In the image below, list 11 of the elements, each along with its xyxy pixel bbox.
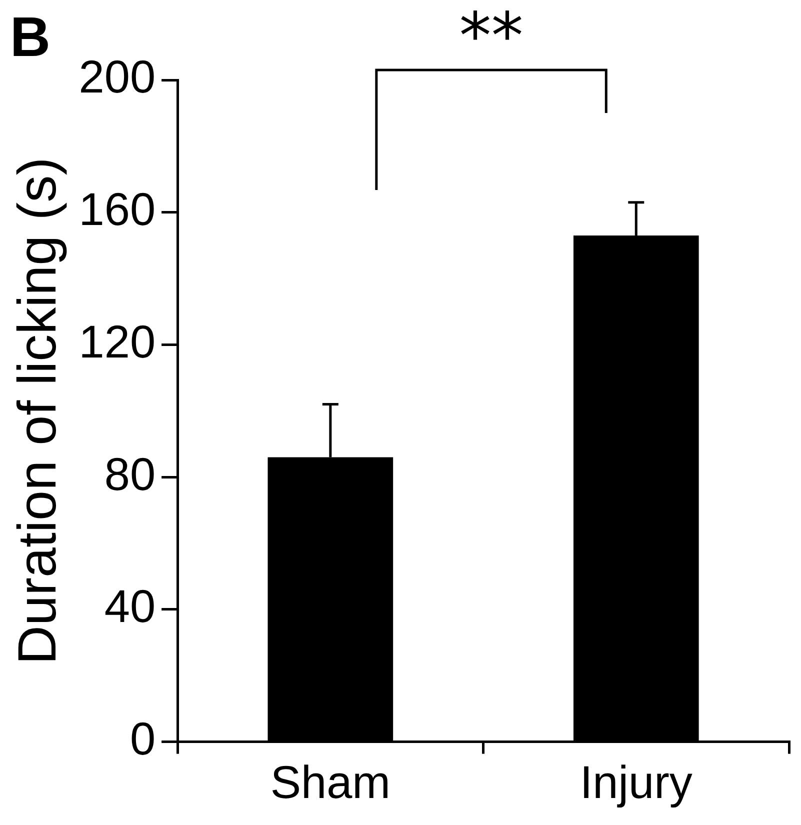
y-axis-title: Duration of licking (s) [7, 157, 68, 664]
x-tick-label: Injury [580, 756, 692, 808]
y-tick-label: 0 [130, 712, 156, 764]
y-tick-label: 80 [104, 448, 156, 500]
y-tick-label: 200 [78, 50, 156, 103]
y-tick-label: 40 [104, 580, 156, 632]
x-tick-label: Sham [270, 756, 390, 808]
text: ** [459, 0, 524, 74]
y-tick-label: 160 [78, 183, 156, 236]
text: B [10, 5, 50, 68]
y-tick-label: 120 [78, 315, 156, 368]
